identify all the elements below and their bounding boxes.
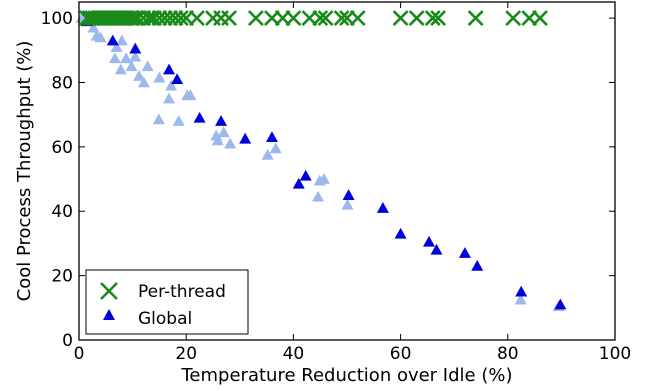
per-thread-point [221,10,237,27]
y-tick-label: 20 [51,267,73,287]
global-light-point [125,60,138,72]
y-tick-label: 0 [62,331,73,351]
per-thread-point [505,10,522,27]
y-tick-label: 100 [41,9,73,29]
global-point [106,34,119,46]
points-layer [75,10,567,311]
global-point [215,115,228,126]
y-tick-label: 40 [51,202,73,222]
global-light-point [115,34,128,46]
plot-frame [78,1,616,341]
global-light-point [217,126,230,138]
legend-label-global: Global [138,309,192,329]
global-light-point [94,31,107,43]
per-thread-point [189,10,205,27]
global-point [458,247,471,258]
global-light-point [153,71,166,83]
global-point [554,298,567,310]
legend-per-thread-x-icon [100,282,118,300]
global-point [299,169,312,181]
legend-label-per-thread: Per-thread [138,282,226,302]
global-light-point [129,50,142,62]
global-light-point [165,79,178,91]
global-light-point [120,52,133,64]
global-point [430,243,443,255]
per-thread-point [430,10,447,27]
x-tick-label: 0 [74,344,85,364]
global-light-point [224,137,237,149]
global-light-point [341,198,354,210]
global-light-point [133,70,146,81]
global-light-point [317,173,330,184]
x-axis-label: Temperature Reduction over Idle (%) [181,365,513,386]
x-tick-label: 80 [497,344,519,364]
x-tick-label: 100 [599,344,631,364]
legend-global-triangle-icon [103,309,115,320]
global-point [471,259,484,271]
per-thread-point [333,10,350,27]
per-thread-point [312,10,329,27]
global-point [265,131,278,142]
global-light-point [211,134,224,146]
global-point [376,202,389,213]
per-thread-point [424,10,441,27]
per-thread-point [172,10,189,27]
legend-marker-per-thread [100,282,118,300]
per-thread-point [467,10,484,27]
per-thread-point [392,10,409,27]
global-point [292,177,305,189]
global-light-point [172,115,185,126]
legend: Per-thread Global [85,269,249,335]
global-light-point [184,89,197,101]
global-light-point [141,60,154,72]
global-point [515,285,528,297]
global-light-point [87,21,100,33]
per-thread-point [408,10,425,27]
global-light-point [163,92,176,104]
global-point [342,189,355,200]
per-thread-point [532,10,548,27]
global-point [239,132,252,144]
global-point [163,63,176,75]
global-light-point [152,113,165,125]
per-thread-point [349,10,366,27]
per-thread-point [317,10,334,27]
global-light-point [261,148,274,160]
global-light-point [514,293,527,305]
legend-box [85,269,249,335]
global-light-point [137,76,150,88]
global-light-point [312,190,325,202]
global-point [171,73,184,85]
global-point [129,42,142,54]
y-tick-label: 60 [51,138,73,158]
x-tick-label: 20 [175,344,197,364]
global-point [394,227,407,239]
x-tick-label: 60 [390,344,412,364]
global-light-point [269,142,282,154]
global-light-point [110,41,123,52]
per-thread-point [285,10,302,27]
global-light-point [114,63,127,75]
x-tick-label: 40 [283,344,305,364]
global-point [423,235,436,247]
y-axis-label: Cool Process Throughput (%) [14,41,35,302]
tick-layer: 0 20 40 60 80 100 0 20 40 60 80 100 [41,2,631,364]
per-thread-point [247,10,264,27]
global-point [193,111,206,123]
y-tick-label: 80 [51,73,73,93]
global-light-point [108,52,121,64]
